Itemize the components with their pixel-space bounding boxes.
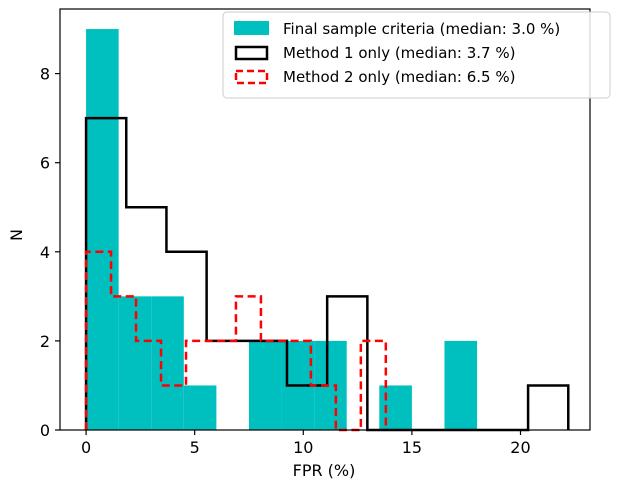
axes-frame: [59, 8, 591, 431]
legend-label-method-2: Method 2 only (median: 6.5 %): [283, 68, 515, 86]
bar-final-sample: [183, 385, 217, 430]
y-tick-label: 2: [40, 332, 50, 351]
bar-final-sample: [444, 340, 478, 430]
y-tick-label: 6: [40, 154, 50, 173]
legend-swatch-method-2: [234, 69, 269, 85]
bar-final-sample: [86, 29, 119, 431]
bar-final-sample: [151, 296, 184, 430]
x-tick-label: 0: [81, 438, 91, 457]
bar-final-sample: [379, 385, 412, 430]
y-axis-label: N: [7, 229, 26, 241]
x-tick-label: 5: [190, 438, 200, 457]
y-tick-label: 4: [40, 243, 50, 262]
bar-final-sample: [248, 340, 282, 430]
x-tick-label: 15: [402, 438, 422, 457]
x-tick-label: 10: [293, 438, 313, 457]
legend-label-method-1: Method 1 only (median: 3.7 %): [283, 44, 515, 62]
x-tick-label: 20: [510, 438, 530, 457]
x-axis-label: FPR (%): [293, 461, 356, 480]
axis-ticks: 0 5 10 15 20 0 2 4 6 8: [40, 65, 531, 457]
legend-swatch-method-1: [234, 45, 269, 61]
y-tick-label: 0: [40, 421, 50, 440]
legend-swatch-final-sample: [234, 21, 269, 35]
legend: Final sample criteria (median: 3.0 %) Me…: [222, 11, 611, 99]
y-tick-label: 8: [40, 65, 50, 84]
legend-box: [222, 11, 611, 99]
legend-label-final-sample: Final sample criteria (median: 3.0 %): [283, 20, 560, 38]
